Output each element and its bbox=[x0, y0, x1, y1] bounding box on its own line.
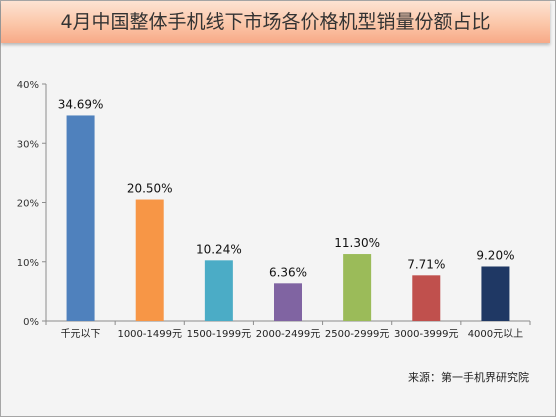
x-tick-label: 2000-2499元 bbox=[256, 329, 321, 340]
bar bbox=[204, 260, 233, 321]
y-tick-label: 30% bbox=[17, 139, 39, 150]
data-label: 7.71% bbox=[407, 257, 445, 271]
data-label: 9.20% bbox=[476, 248, 514, 262]
y-tick-label: 20% bbox=[17, 199, 39, 210]
y-tick-label: 10% bbox=[17, 258, 39, 269]
bar bbox=[274, 283, 302, 321]
data-label: 34.69% bbox=[58, 97, 104, 111]
y-tick-label: 40% bbox=[17, 80, 39, 91]
bar bbox=[343, 254, 372, 321]
y-tick-label: 0% bbox=[23, 317, 39, 328]
x-tick-label: 2500-2999元 bbox=[325, 329, 390, 340]
x-tick-label: 1500-1999元 bbox=[187, 329, 252, 340]
x-tick-label: 4000元以上 bbox=[468, 328, 523, 340]
data-label: 11.30% bbox=[334, 236, 380, 250]
title-bar: 4月中国整体手机线下市场各价格机型销量份额占比 bbox=[1, 1, 550, 43]
data-label: 10.24% bbox=[196, 242, 242, 256]
chart-title: 4月中国整体手机线下市场各价格机型销量份额占比 bbox=[60, 11, 491, 33]
bar bbox=[135, 199, 164, 321]
x-tick-label: 千元以下 bbox=[61, 328, 101, 340]
data-label: 6.36% bbox=[269, 265, 307, 279]
bar bbox=[66, 115, 95, 321]
data-label: 20.50% bbox=[127, 182, 173, 196]
x-tick-label: 1000-1499元 bbox=[117, 329, 182, 340]
source-note: 来源：第一手机界研究院 bbox=[408, 371, 529, 384]
x-tick-label: 3000-3999元 bbox=[394, 329, 459, 340]
bar bbox=[481, 266, 510, 321]
bar bbox=[412, 275, 441, 321]
